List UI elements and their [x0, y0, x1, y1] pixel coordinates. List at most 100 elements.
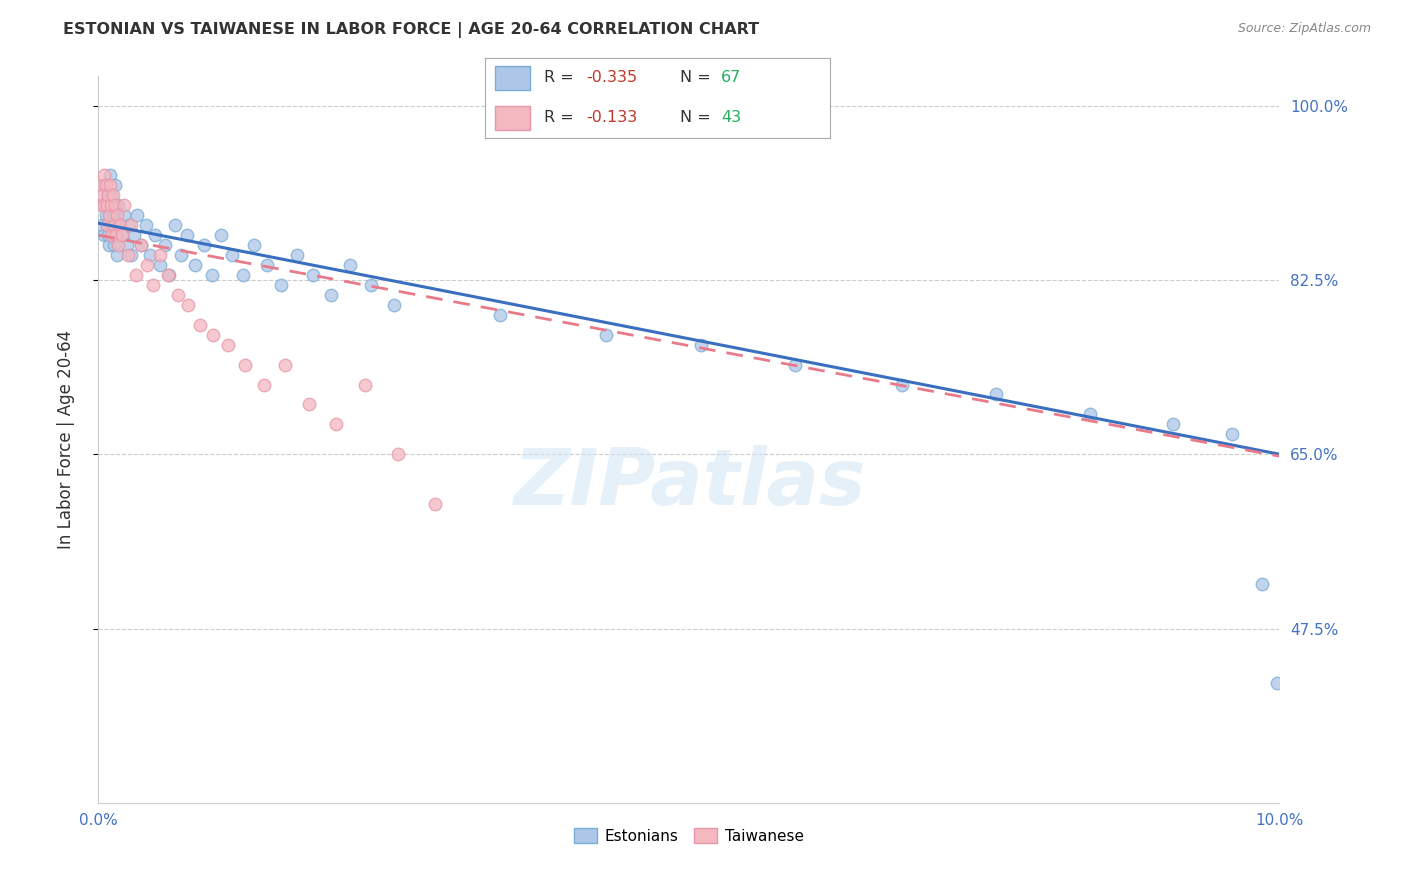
Text: ESTONIAN VS TAIWANESE IN LABOR FORCE | AGE 20-64 CORRELATION CHART: ESTONIAN VS TAIWANESE IN LABOR FORCE | A…: [63, 22, 759, 38]
Point: [96, 218, 118, 232]
Text: N =: N =: [679, 111, 716, 125]
Point: [142, 277, 165, 292]
Point: [170, 248, 193, 262]
Point: [93, 198, 115, 212]
Point: [387, 447, 409, 461]
Point: [93, 228, 115, 243]
Point: [209, 228, 232, 243]
Point: [149, 248, 172, 262]
Point: [98, 169, 121, 183]
Point: [143, 228, 166, 243]
Point: [91, 188, 114, 202]
Point: [139, 248, 162, 262]
Point: [785, 358, 807, 372]
Point: [100, 228, 122, 243]
Point: [233, 358, 256, 372]
Point: [105, 228, 128, 243]
Point: [98, 208, 121, 222]
Point: [285, 248, 308, 262]
Point: [107, 238, 129, 252]
Text: R =: R =: [544, 111, 578, 125]
Text: Source: ZipAtlas.com: Source: ZipAtlas.com: [1237, 22, 1371, 36]
Text: ZIPatlas: ZIPatlas: [513, 445, 865, 521]
Point: [201, 327, 224, 342]
Point: [253, 377, 276, 392]
Point: [149, 258, 172, 272]
Point: [1250, 576, 1272, 591]
Point: [103, 208, 125, 222]
Point: [91, 178, 114, 193]
Bar: [495, 66, 530, 90]
Point: [94, 178, 117, 193]
Point: [104, 198, 127, 212]
Point: [105, 228, 128, 243]
Point: [101, 188, 124, 202]
Point: [1265, 676, 1288, 690]
Point: [319, 288, 342, 302]
Point: [201, 268, 224, 282]
Point: [101, 198, 124, 212]
Point: [97, 198, 120, 212]
Point: [125, 268, 148, 282]
Point: [339, 258, 361, 272]
Point: [98, 178, 121, 193]
Point: [217, 337, 239, 351]
Point: [91, 198, 114, 212]
Point: [121, 218, 143, 232]
Point: [100, 218, 122, 232]
Point: [135, 218, 157, 232]
Text: R =: R =: [544, 70, 578, 85]
Point: [423, 497, 446, 511]
Point: [96, 188, 118, 202]
Point: [104, 218, 127, 232]
Point: [354, 377, 377, 392]
Point: [107, 198, 129, 212]
Point: [129, 238, 152, 252]
Point: [157, 268, 180, 282]
Point: [115, 238, 138, 252]
Point: [100, 188, 122, 202]
Point: [101, 228, 124, 243]
Point: [184, 258, 207, 272]
Point: [103, 218, 125, 232]
Point: [221, 248, 243, 262]
Y-axis label: In Labor Force | Age 20-64: In Labor Force | Age 20-64: [56, 330, 75, 549]
Point: [243, 238, 266, 252]
Bar: [495, 106, 530, 130]
Point: [93, 178, 115, 193]
Point: [93, 169, 115, 183]
Point: [360, 277, 382, 292]
Point: [105, 208, 128, 222]
Point: [256, 258, 278, 272]
Point: [112, 198, 135, 212]
Point: [890, 377, 912, 392]
Point: [117, 248, 139, 262]
Point: [1161, 417, 1184, 432]
Point: [231, 268, 253, 282]
Text: 67: 67: [721, 70, 741, 85]
Point: [1220, 427, 1243, 442]
Point: [157, 268, 180, 282]
Point: [984, 387, 1007, 401]
Point: [105, 248, 128, 262]
Point: [127, 208, 149, 222]
Point: [103, 238, 125, 252]
Text: N =: N =: [679, 70, 716, 85]
Point: [91, 218, 114, 232]
Point: [97, 188, 120, 202]
Point: [111, 228, 134, 243]
Point: [188, 318, 211, 332]
Point: [112, 208, 135, 222]
Point: [177, 298, 200, 312]
Point: [165, 218, 187, 232]
Point: [118, 218, 141, 232]
Point: [298, 397, 321, 411]
Point: [166, 288, 188, 302]
Text: -0.335: -0.335: [586, 70, 638, 85]
Point: [104, 178, 127, 193]
Point: [325, 417, 347, 432]
Legend: Estonians, Taiwanese: Estonians, Taiwanese: [568, 822, 810, 850]
Text: 43: 43: [721, 111, 741, 125]
Point: [1080, 408, 1102, 422]
Point: [270, 277, 292, 292]
